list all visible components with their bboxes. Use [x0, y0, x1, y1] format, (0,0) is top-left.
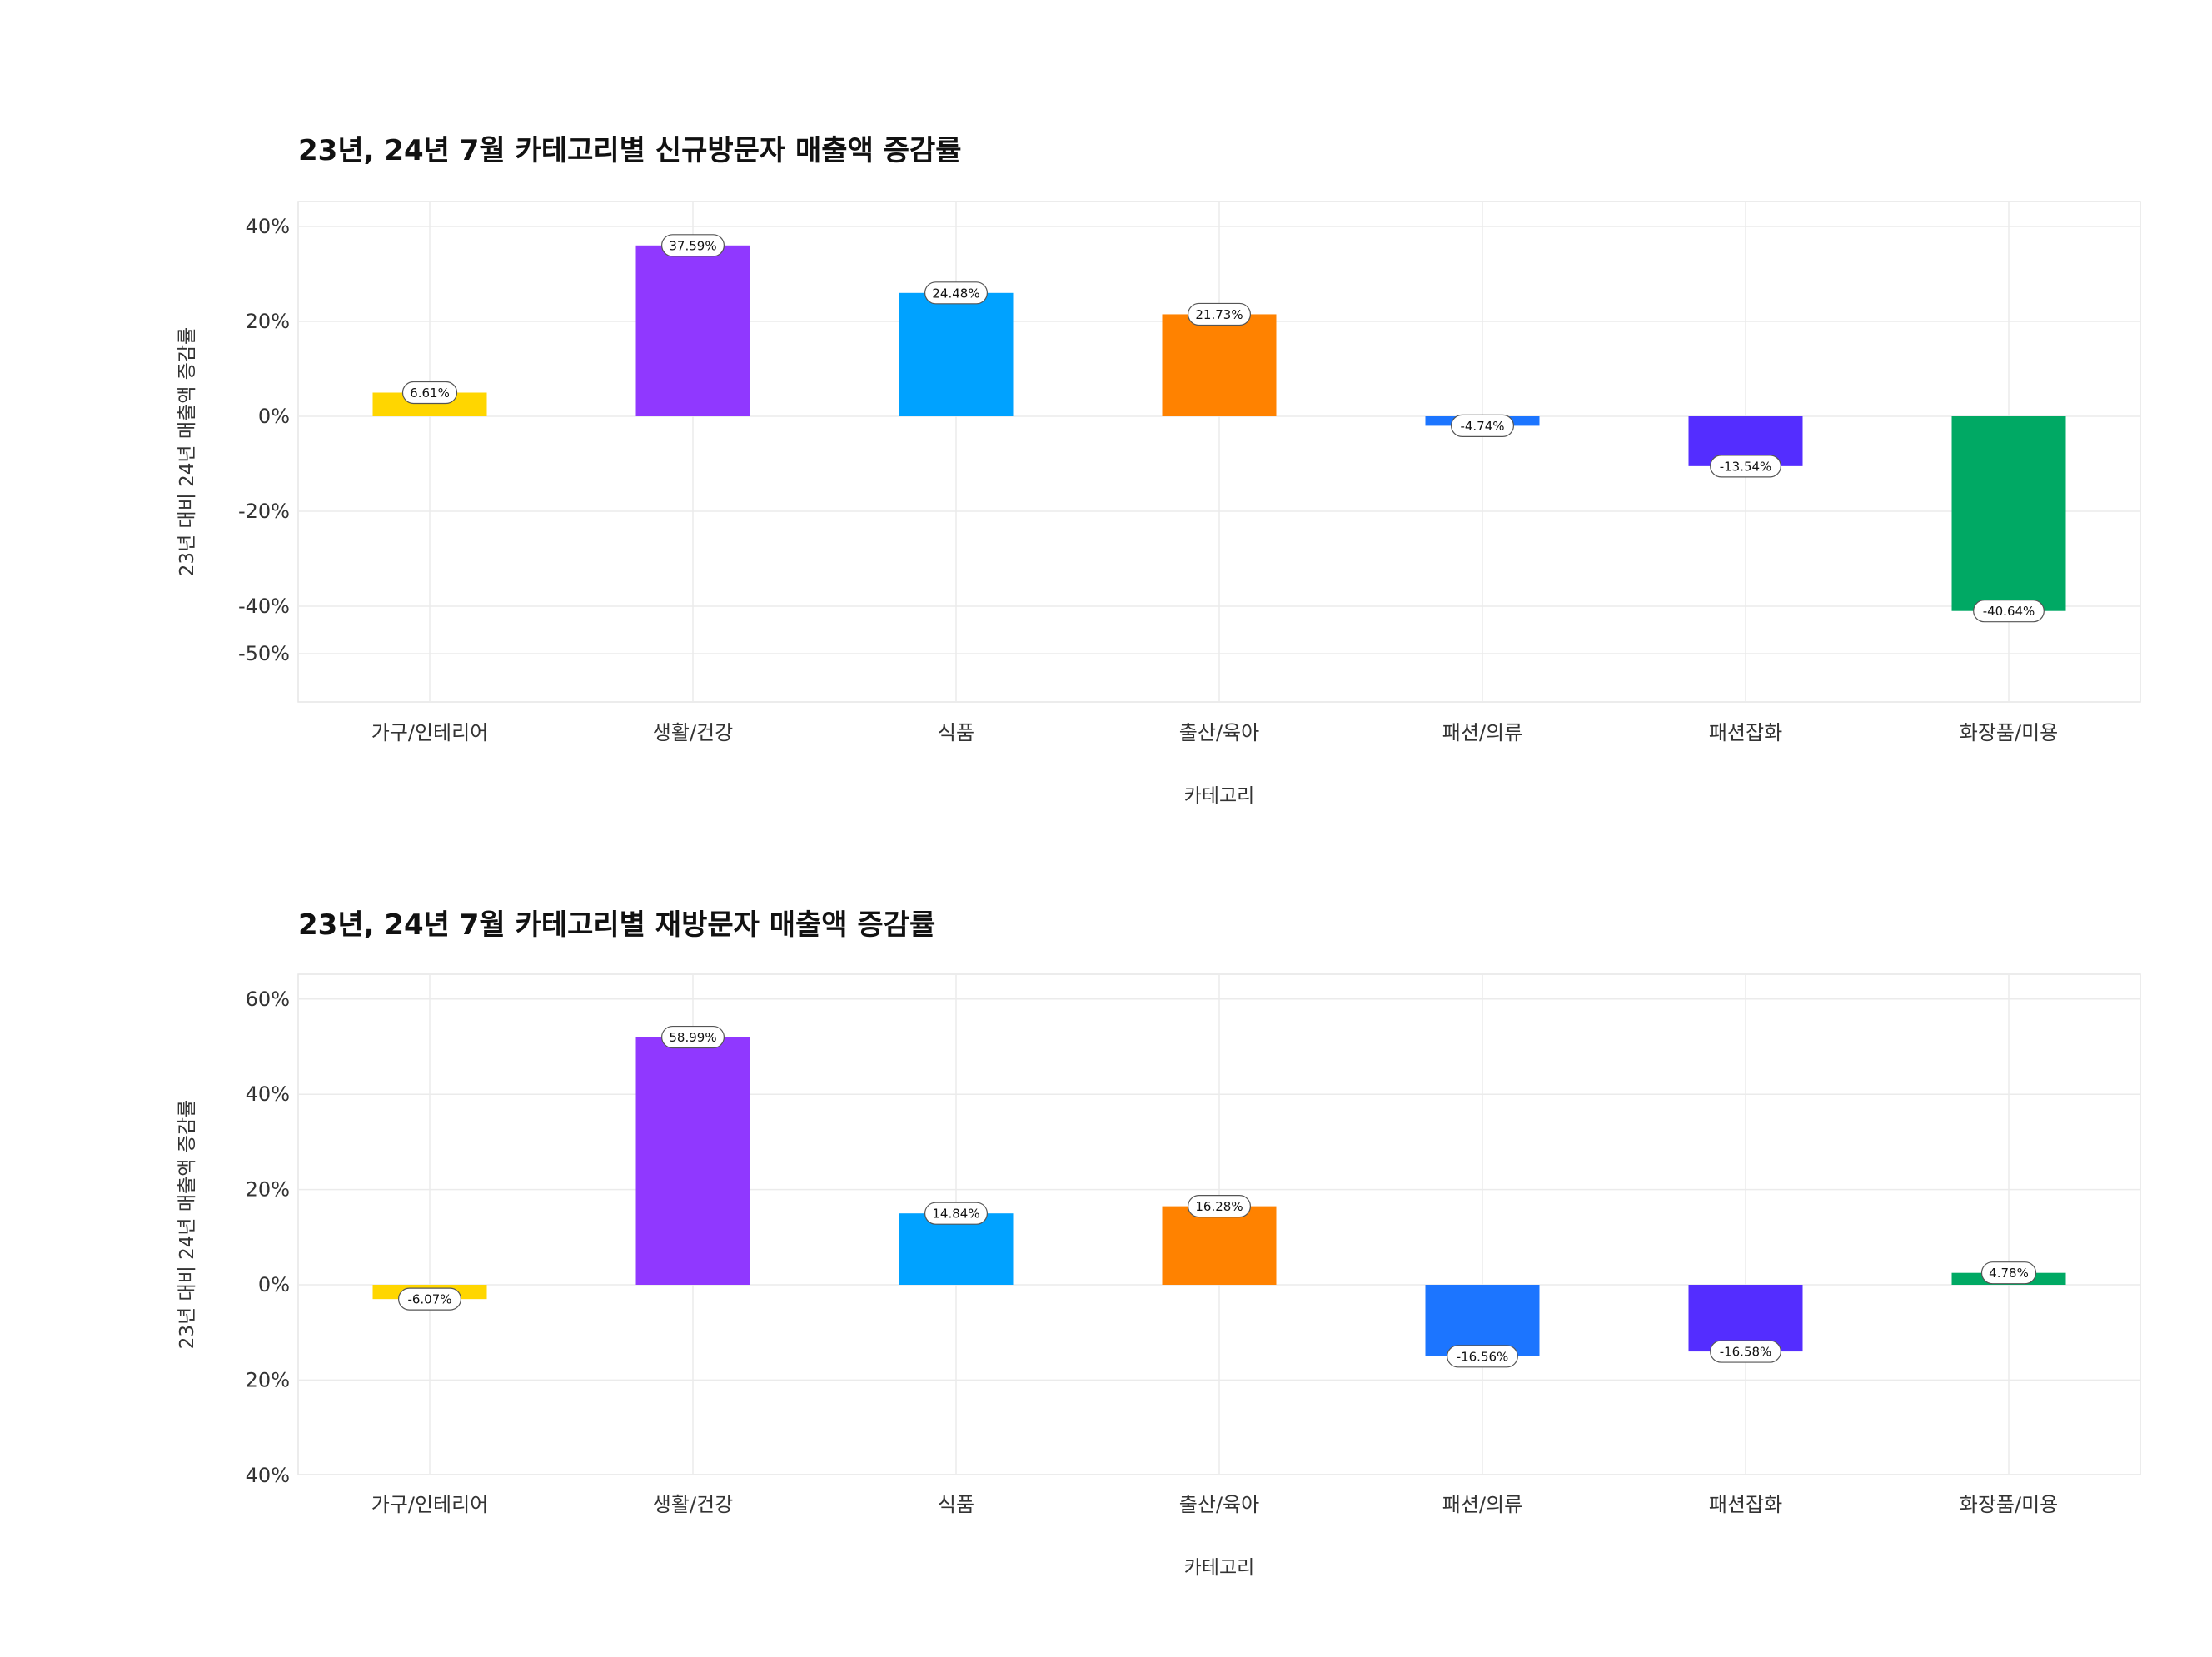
- data-label-bubble: [924, 1202, 988, 1225]
- bar: [1425, 1285, 1540, 1356]
- x-tick-label: 식품: [938, 1493, 974, 1516]
- data-label-bubble: [398, 1287, 462, 1311]
- chart-panel-2: 60% 40% 20% 0% 20% 40% 23년, 24년 7월 카테고리별 재방문자 …: [177, 908, 2141, 1579]
- data-label-bubble: [924, 281, 988, 305]
- bar: [899, 292, 1014, 416]
- data-label-bubble: [660, 234, 725, 257]
- data-label: 21.73%: [1195, 307, 1243, 322]
- chart-title: 23년, 24년 7월 카테고리별 신규방문자 매출액 증감률: [298, 134, 962, 167]
- y-tick-label: 20%: [246, 310, 290, 333]
- x-tick-label: 패션잡화: [1709, 1493, 1782, 1516]
- y-tick-label: 0%: [258, 1273, 290, 1296]
- x-axis-title: 카테고리: [1184, 1557, 1255, 1579]
- data-label: -4.74%: [1460, 419, 1504, 434]
- chart-title: 23년, 24년 7월 카테고리별 재방문자 매출액 증감률: [298, 908, 935, 942]
- data-label-bubble: [401, 381, 458, 405]
- data-label: 37.59%: [669, 238, 716, 253]
- data-label: -16.56%: [1457, 1349, 1509, 1364]
- x-tick-label: 패션/의류: [1442, 721, 1522, 744]
- data-label: 16.28%: [1195, 1199, 1243, 1214]
- y-tick-label: 0%: [258, 405, 290, 428]
- data-label-bubble: [1710, 1340, 1781, 1363]
- y-axis-title: 23년 대비 24년 매출액 증감률: [177, 1100, 198, 1349]
- y-tick-label: 40%: [246, 1082, 290, 1106]
- x-tick-label: 출산/육아: [1179, 721, 1259, 744]
- data-label: 6.61%: [410, 386, 450, 401]
- x-tick-label: 가구/인테리어: [371, 1493, 489, 1516]
- x-axis-title: 카테고리: [1184, 785, 1255, 807]
- data-label: 14.84%: [932, 1207, 979, 1222]
- x-tick-label: 생활/건강: [653, 1493, 733, 1516]
- y-tick-label: -20%: [238, 500, 290, 523]
- x-tick-label: 생활/건강: [653, 721, 733, 744]
- bar: [899, 1213, 1014, 1285]
- x-tick-label: 가구/인테리어: [371, 721, 489, 744]
- data-label: -16.58%: [1720, 1345, 1772, 1360]
- data-label: -6.07%: [407, 1292, 451, 1307]
- data-label: 58.99%: [669, 1030, 716, 1045]
- data-label-bubble: [1973, 600, 2045, 623]
- y-tick-label: 20%: [246, 1368, 290, 1391]
- data-label-bubble: [1447, 1345, 1518, 1368]
- x-tick-label: 패션/의류: [1442, 1493, 1522, 1516]
- bar: [1162, 1206, 1277, 1285]
- y-tick-label: 40%: [246, 1464, 290, 1487]
- bar: [1951, 416, 2066, 611]
- bar: [635, 1037, 750, 1285]
- data-label-bubble: [1710, 455, 1781, 478]
- data-label: -40.64%: [1983, 604, 2035, 619]
- chart-panel-1: 40% 20% 0% -20% -40% -50% 23년, 24년 7월 카테고리별 신규…: [177, 134, 2141, 807]
- data-label: 4.78%: [1989, 1266, 2029, 1281]
- bar: [635, 245, 750, 416]
- data-label-bubble: [1187, 1195, 1251, 1218]
- data-label-bubble: [1450, 414, 1514, 437]
- x-tick-label: 출산/육아: [1179, 1493, 1259, 1516]
- y-tick-label: -50%: [238, 642, 290, 665]
- y-tick-label: 40%: [246, 215, 290, 238]
- data-label-bubble: [660, 1025, 725, 1049]
- y-axis-title: 23년 대비 24년 매출액 증감률: [177, 327, 198, 576]
- y-tick-label: -40%: [238, 595, 290, 618]
- y-tick-label: 20%: [246, 1178, 290, 1202]
- data-label: 24.48%: [932, 286, 979, 301]
- data-label-bubble: [1187, 302, 1251, 326]
- x-tick-label: 식품: [938, 721, 974, 744]
- x-tick-label: 화장품/미용: [1960, 1493, 2059, 1516]
- bar: [1162, 314, 1277, 416]
- x-tick-label: 패션잡화: [1709, 721, 1782, 744]
- data-label: -13.54%: [1720, 459, 1772, 474]
- y-tick-label: 60%: [246, 988, 290, 1011]
- x-tick-label: 화장품/미용: [1960, 721, 2059, 744]
- data-label-bubble: [1980, 1261, 2037, 1285]
